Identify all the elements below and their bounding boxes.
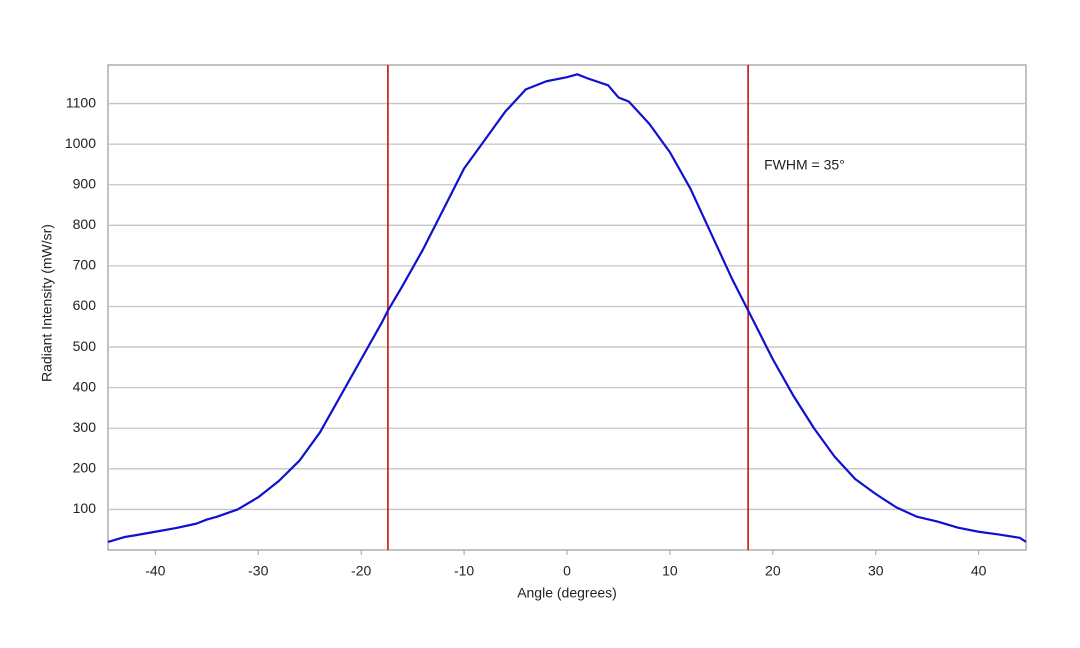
plot-area: [107, 64, 1027, 551]
y-tick-label: 900: [73, 175, 97, 191]
y-tick-label: 600: [73, 297, 97, 313]
y-tick-label: 800: [73, 216, 97, 232]
data-line: [107, 73, 1027, 543]
y-tick-label: 100: [73, 500, 97, 516]
x-tick-label: 0: [563, 563, 571, 579]
annotation: FWHM = 35°: [764, 157, 845, 173]
x-tick-label: 40: [971, 563, 987, 579]
x-tick-label: -40: [145, 563, 165, 579]
x-tick-label: 10: [662, 563, 678, 579]
y-tick-label: 200: [73, 460, 97, 476]
y-tick-label: 1100: [66, 94, 96, 110]
x-tick-label: -20: [351, 563, 371, 579]
y-tick-label: 400: [73, 378, 97, 394]
x-tick-label: 20: [765, 563, 781, 579]
y-tick-label: 500: [73, 338, 97, 354]
x-tick-label: -10: [454, 563, 474, 579]
y-tick-label: 300: [73, 419, 97, 435]
x-axis-label: Angle (degrees): [517, 585, 617, 601]
x-tick-label: 30: [868, 563, 884, 579]
y-tick-label: 1000: [65, 135, 96, 151]
y-axis-label: Radiant Intensity (mW/sr): [39, 224, 55, 382]
x-tick-label: -30: [248, 563, 268, 579]
y-tick-label: 700: [73, 257, 97, 273]
